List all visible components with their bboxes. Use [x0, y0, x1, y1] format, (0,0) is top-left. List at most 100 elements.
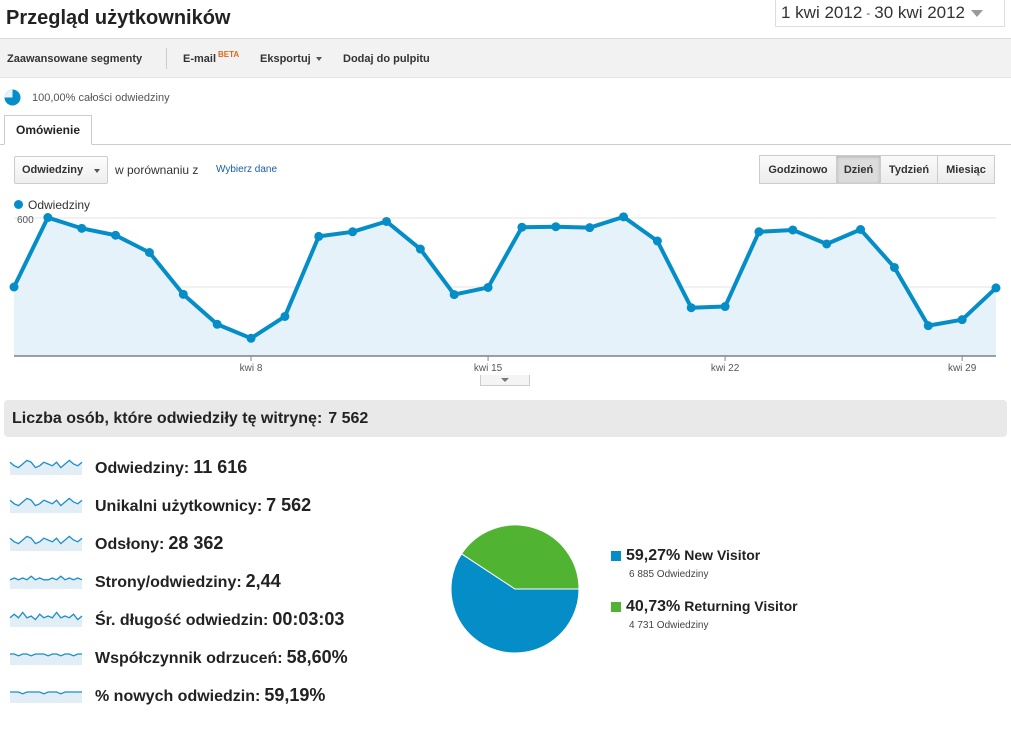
data-point[interactable]	[686, 303, 696, 313]
metric-name: % nowych odwiedzin:	[95, 688, 261, 705]
data-point[interactable]	[788, 225, 798, 235]
granularity-month-button[interactable]: Miesiąc	[937, 155, 995, 184]
segment-label: 100,00% całości odwiedziny	[32, 92, 170, 104]
pie-slice-name: New Visitor	[684, 547, 761, 563]
metric-name: Odwiedziny:	[95, 460, 190, 477]
metric-value: 00:03:03	[272, 609, 345, 629]
metric-select[interactable]: Odwiedziny	[14, 156, 108, 184]
x-tick-label: kwi 22	[711, 363, 740, 374]
pie-legend-entry: 40,73% Returning Visitor	[626, 598, 798, 616]
metric-label: Współczynnik odrzuceń: 58,60%	[95, 647, 348, 668]
granularity-toggle: Godzinowo Dzień Tydzień Miesiąc	[759, 155, 995, 184]
data-point[interactable]	[483, 282, 493, 292]
data-point[interactable]	[652, 236, 662, 246]
metric-label: Unikalni użytkownicy: 7 562	[95, 495, 311, 516]
data-point[interactable]	[923, 321, 933, 331]
metric-name: Współczynnik odrzuceń:	[95, 650, 283, 667]
pie-slice[interactable]	[450, 553, 580, 654]
data-point[interactable]	[720, 302, 730, 312]
toolbar: Zaawansowane segmenty E-mail BETA Eksport…	[0, 38, 1011, 78]
y-tick-label: 600	[17, 215, 34, 226]
tab-divider	[0, 144, 1011, 145]
granularity-day-button[interactable]: Dzień	[836, 155, 881, 184]
data-point[interactable]	[415, 244, 425, 254]
pie-slice[interactable]	[460, 524, 580, 590]
sparkline-chart	[9, 535, 83, 551]
sparkline-area	[10, 536, 82, 551]
data-point[interactable]	[111, 230, 121, 240]
date-range-picker[interactable]: 1 kwi 2012 - 30 kwi 2012	[775, 0, 1005, 27]
data-point[interactable]	[822, 239, 832, 249]
data-point[interactable]	[754, 227, 764, 237]
sparkline-area	[10, 460, 82, 475]
x-tick-label: kwi 15	[474, 363, 503, 374]
pie-slice-visits: 6 885 Odwiedziny	[629, 569, 709, 580]
metric-label: Odwiedziny: 11 616	[95, 457, 247, 478]
data-point[interactable]	[551, 222, 561, 232]
sparkline-line	[10, 653, 82, 657]
sparkline-area	[10, 654, 82, 665]
metric-value: 28 362	[168, 533, 224, 553]
sparkline-line	[9, 611, 83, 621]
data-point[interactable]	[889, 262, 899, 272]
compare-label: w porównaniu z	[115, 163, 199, 177]
data-point[interactable]	[9, 282, 19, 292]
chevron-down-icon	[315, 57, 322, 62]
segment-pie-icon	[4, 89, 21, 106]
data-point[interactable]	[280, 311, 290, 321]
chevron-down-icon	[971, 9, 984, 17]
data-point[interactable]	[314, 231, 324, 241]
data-point[interactable]	[144, 248, 154, 257]
metric-value: 7 562	[266, 495, 312, 515]
pie-slice-name: Returning Visitor	[684, 598, 798, 614]
date-start: 1 kwi 2012	[781, 3, 863, 22]
metric-value: 2,44	[245, 571, 281, 591]
legend-swatch	[611, 551, 621, 561]
visitor-type-pie-chart[interactable]	[448, 522, 582, 656]
chart-resize-handle[interactable]	[480, 375, 530, 386]
sparkline-chart	[10, 653, 82, 665]
sparkline-chart	[9, 575, 83, 589]
metric-name: Strony/odwiedziny:	[95, 574, 242, 591]
data-point[interactable]	[585, 223, 595, 233]
granularity-hourly-button[interactable]: Godzinowo	[759, 155, 837, 184]
sparkline-chart	[9, 459, 83, 475]
data-point[interactable]	[856, 225, 866, 234]
data-point[interactable]	[212, 319, 222, 329]
metric-name: Odsłony:	[95, 536, 165, 553]
sparkline-chart	[9, 611, 83, 627]
data-point[interactable]	[77, 223, 87, 233]
metric-name: Unikalni użytkownicy:	[95, 498, 263, 515]
people-value: 7 562	[328, 409, 369, 427]
data-point[interactable]	[449, 290, 459, 300]
data-point[interactable]	[957, 315, 967, 325]
data-point[interactable]	[178, 289, 188, 299]
sparkline-line	[9, 459, 83, 469]
toolbar-divider	[166, 48, 167, 69]
export-button[interactable]: Eksportuj	[260, 53, 322, 65]
sparkline-line	[9, 497, 83, 507]
choose-data-link[interactable]: Wybierz dane	[216, 164, 278, 175]
granularity-week-button[interactable]: Tydzień	[880, 155, 938, 184]
email-button[interactable]: E-mail BETA	[183, 50, 239, 65]
data-point[interactable]	[381, 216, 391, 226]
tab-overview[interactable]: Omówienie	[4, 115, 92, 145]
legend-swatch	[611, 602, 621, 612]
x-tick-label: kwi 29	[948, 363, 977, 374]
metric-name: Śr. długość odwiedzin:	[95, 612, 269, 629]
advanced-segments-button[interactable]: Zaawansowane segmenty	[7, 53, 143, 65]
data-point[interactable]	[991, 283, 1001, 293]
pie-slice-visits: 4 731 Odwiedziny	[629, 620, 709, 631]
sparkline-area	[10, 498, 82, 513]
data-point[interactable]	[246, 333, 256, 343]
data-point[interactable]	[348, 227, 358, 237]
x-tick-label: kwi 8	[240, 363, 263, 374]
chevron-down-icon	[94, 169, 100, 173]
metric-label: % nowych odwiedzin: 59,19%	[95, 685, 325, 706]
data-point[interactable]	[43, 213, 53, 223]
add-to-dashboard-button[interactable]: Dodaj do pulpitu	[343, 53, 430, 65]
people-label: Liczba osób, które odwiedziły tę witrynę…	[12, 409, 323, 427]
data-point[interactable]	[517, 222, 527, 232]
data-point[interactable]	[619, 212, 629, 222]
